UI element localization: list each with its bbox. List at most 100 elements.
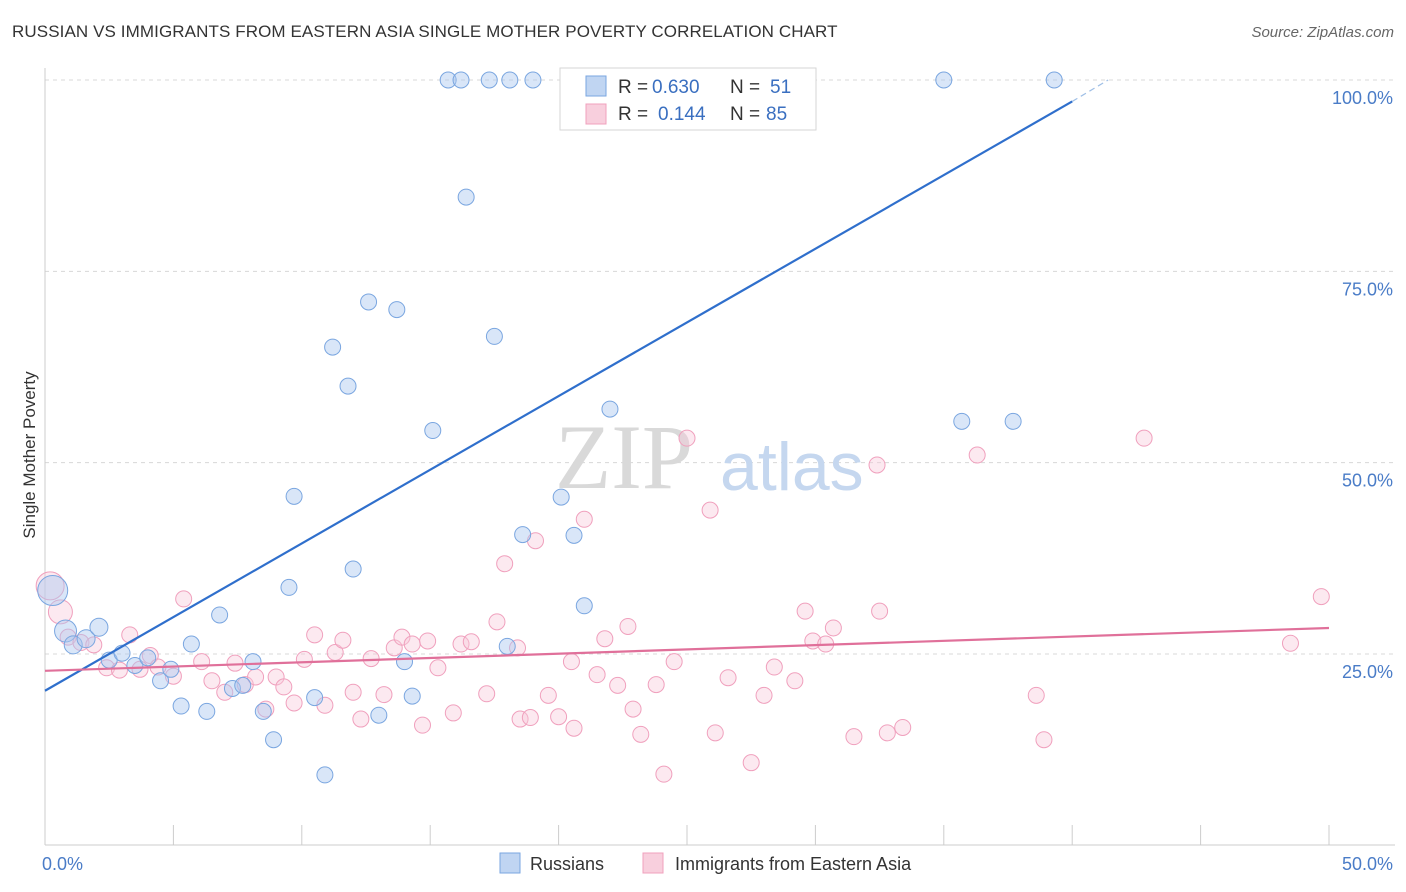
legend-r-value-immigrants: 0.144 <box>658 104 706 125</box>
immigrants-point-19 <box>257 700 275 718</box>
immigrants-point-69 <box>796 602 814 620</box>
stats-legend: R = 0.630 N = 51 R = 0.144 N = 85 <box>559 67 817 131</box>
russians-point-45 <box>601 400 619 418</box>
russians-point-38 <box>498 637 516 655</box>
immigrants-point-22 <box>285 694 303 712</box>
russians-point-27 <box>360 293 378 311</box>
immigrants-point-72 <box>824 619 842 637</box>
immigrants-point-7 <box>121 626 139 644</box>
legend-n-label-russians: N = <box>730 77 760 98</box>
immigrants-point-23 <box>295 650 313 668</box>
immigrants-point-6 <box>110 661 128 679</box>
immigrants-points <box>35 429 1330 783</box>
immigrants-point-24 <box>306 626 324 644</box>
immigrants-point-65 <box>742 754 760 772</box>
tick-labels: 25.0% 50.0% 75.0% 100.0% 0.0% 50.0% <box>42 88 1393 874</box>
immigrants-point-4 <box>85 636 103 654</box>
series-label-immigrants: Immigrants from Eastern Asia <box>675 854 912 874</box>
immigrants-point-81 <box>1135 429 1153 447</box>
russians-point-30 <box>396 653 414 671</box>
immigrants-point-75 <box>868 456 886 474</box>
grid-lines <box>45 79 1395 655</box>
immigrants-point-21 <box>275 678 293 696</box>
russians-point-19 <box>265 731 283 749</box>
immigrants-point-12 <box>175 590 193 608</box>
y-tick-label-50: 50.0% <box>1342 471 1393 491</box>
trend-lines <box>44 79 1330 692</box>
immigrants-trend-line <box>44 626 1330 672</box>
immigrants-point-59 <box>655 765 673 783</box>
russians-point-23 <box>316 766 334 784</box>
immigrants-point-15 <box>216 683 234 701</box>
immigrants-point-28 <box>344 683 362 701</box>
immigrants-point-77 <box>894 718 912 736</box>
immigrants-point-67 <box>765 658 783 676</box>
immigrants-point-51 <box>575 510 593 528</box>
legend-r-label-russians: R = <box>618 77 648 98</box>
russians-point-29 <box>388 301 406 319</box>
russians-trend-extension <box>1071 79 1109 102</box>
y-tick-label-100: 100.0% <box>1332 88 1393 108</box>
immigrants-point-29 <box>352 710 370 728</box>
immigrants-point-27 <box>334 631 352 649</box>
russians-point-22 <box>306 689 324 707</box>
russians-point-26 <box>344 560 362 578</box>
series-swatch-russians <box>499 852 521 874</box>
immigrants-point-43 <box>496 555 514 573</box>
immigrants-point-63 <box>706 724 724 742</box>
immigrants-point-48 <box>550 708 568 726</box>
series-legend: Russians Immigrants from Eastern Asia <box>499 852 912 874</box>
russians-point-28 <box>370 706 388 724</box>
russians-point-15 <box>223 679 241 697</box>
russians-point-36 <box>480 71 498 89</box>
russians-point-40 <box>514 526 532 544</box>
immigrants-point-50 <box>565 719 583 737</box>
russians-point-31 <box>403 687 421 705</box>
immigrants-point-16 <box>226 654 244 672</box>
immigrants-point-80 <box>1035 731 1053 749</box>
russians-point-25 <box>339 377 357 395</box>
immigrants-point-41 <box>478 685 496 703</box>
russians-point-0 <box>37 574 69 606</box>
immigrants-point-54 <box>609 676 627 694</box>
legend-n-value-russians: 51 <box>770 77 791 98</box>
immigrants-point-42 <box>488 613 506 631</box>
legend-r-label-immigrants: R = <box>618 104 648 125</box>
russians-point-4 <box>89 617 109 637</box>
chart-title: RUSSIAN VS IMMIGRANTS FROM EASTERN ASIA … <box>12 22 838 41</box>
immigrants-point-13 <box>193 653 211 671</box>
immigrants-point-40 <box>462 633 480 651</box>
russians-point-33 <box>439 71 457 89</box>
russians-point-35 <box>457 188 475 206</box>
russians-point-3 <box>76 629 96 649</box>
russians-point-37 <box>485 327 503 345</box>
russians-point-42 <box>552 488 570 506</box>
immigrants-point-82 <box>1281 634 1299 652</box>
legend-swatch-russians <box>585 75 607 97</box>
axes <box>44 68 1395 846</box>
russians-point-48 <box>953 412 971 430</box>
x-tick-label-min: 0.0% <box>42 854 83 874</box>
immigrants-point-34 <box>403 635 421 653</box>
immigrants-point-64 <box>719 669 737 687</box>
russians-point-14 <box>211 606 229 624</box>
immigrants-point-58 <box>647 676 665 694</box>
immigrants-point-76 <box>878 724 896 742</box>
immigrants-point-35 <box>413 716 431 734</box>
immigrants-point-11 <box>164 667 182 685</box>
russians-trend-line <box>44 100 1073 692</box>
russians-point-50 <box>1045 71 1063 89</box>
immigrants-point-60 <box>665 653 683 671</box>
immigrants-point-49 <box>562 653 580 671</box>
russians-point-17 <box>244 653 262 671</box>
legend-swatch-immigrants <box>585 103 607 125</box>
immigrants-point-66 <box>755 686 773 704</box>
immigrants-point-83 <box>1312 588 1330 606</box>
immigrants-point-62 <box>701 501 719 519</box>
immigrants-point-33 <box>393 628 411 646</box>
russians-point-2 <box>63 635 83 655</box>
russians-point-39 <box>501 71 519 89</box>
russians-point-8 <box>139 649 157 667</box>
immigrants-point-38 <box>444 704 462 722</box>
y-tick-label-75: 75.0% <box>1342 279 1393 299</box>
